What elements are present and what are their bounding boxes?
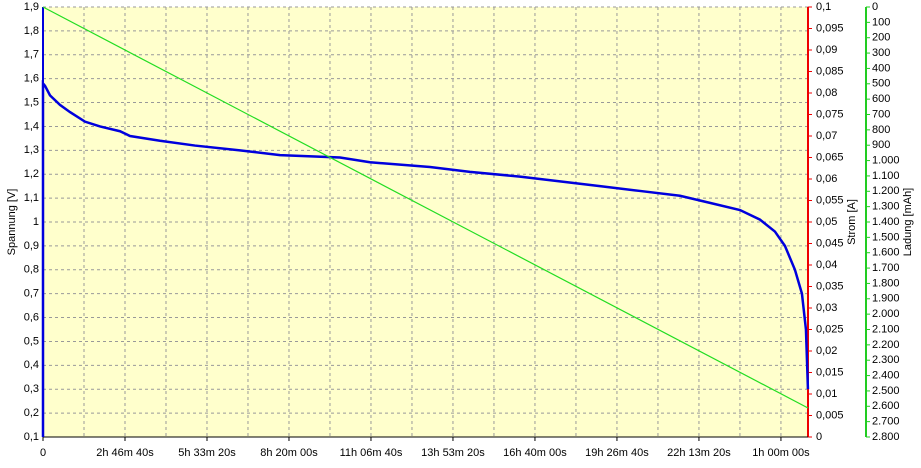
y2-tick-label: 0,05 [816,216,837,228]
y-tick-label: 1,6 [24,73,39,85]
y3-tick-label: 0 [872,1,878,13]
y3-tick-label: 600 [872,93,890,105]
y-tick-label: 0,9 [24,240,39,252]
y3-tick-label: 2.700 [872,416,900,428]
y2-tick-label: 0,1 [816,1,831,13]
y3-tick-label: 1.600 [872,247,900,259]
x-tick-label: 22h 13m 20s [667,447,731,459]
y3-tick-label: 2.400 [872,369,900,381]
y3-tick-label: 200 [872,32,890,44]
y-tick-label: 1,2 [24,168,39,180]
y2-tick-label: 0,08 [816,87,837,99]
y2-tick-label: 0,055 [816,194,844,206]
y2-tick-label: 0,015 [816,366,844,378]
y2-tick-label: 0,065 [816,151,844,163]
y3-tick-label: 1.000 [872,154,900,166]
y2-tick-label: 0,09 [816,44,837,56]
y-tick-label: 1,7 [24,49,39,61]
x-tick-label: 5h 33m 20s [178,447,236,459]
y3-tick-label: 1.100 [872,170,900,182]
y2-tick-label: 0,01 [816,388,837,400]
y-tick-label: 0,8 [24,264,39,276]
y3-tick-label: 1.400 [872,216,900,228]
x-tick-label: 13h 53m 20s [421,447,485,459]
y-tick-label: 1,4 [24,120,39,132]
y3-axis-title: Ladung [mAh] [902,188,914,257]
y2-tick-label: 0,025 [816,323,844,335]
y3-tick-label: 1.800 [872,277,900,289]
y2-tick-label: 0,005 [816,409,844,421]
y3-tick-label: 300 [872,47,890,59]
y-tick-label: 1,5 [24,96,39,108]
y-tick-label: 0,2 [24,407,39,419]
y-tick-label: 1,9 [24,1,39,13]
y-tick-label: 0,5 [24,335,39,347]
y-tick-label: 1,1 [24,192,39,204]
y2-tick-label: 0,045 [816,237,844,249]
y2-tick-label: 0,075 [816,108,844,120]
x-tick-label: 19h 26m 40s [585,447,649,459]
y3-tick-label: 100 [872,16,890,28]
y2-tick-label: 0,07 [816,130,837,142]
y2-tick-label: 0,095 [816,22,844,34]
y-tick-label: 1,3 [24,144,39,156]
y3-tick-label: 900 [872,139,890,151]
y2-tick-label: 0,035 [816,280,844,292]
y3-tick-label: 1.300 [872,201,900,213]
y3-tick-label: 400 [872,62,890,74]
x-tick-label: 8h 20m 00s [260,447,318,459]
y3-tick-label: 1.700 [872,262,900,274]
series-line [42,6,809,409]
y3-tick-label: 700 [872,108,890,120]
y-tick-label: 0,1 [24,431,39,443]
x-tick-label: 16h 40m 00s [503,447,567,459]
x-tick-label: 11h 06m 40s [340,447,403,459]
y3-tick-label: 1.200 [872,185,900,197]
series-line [41,80,810,437]
y3-tick-label: 1.500 [872,231,900,243]
x-tick-label: 0 [40,447,46,459]
y2-axis-title: Strom [A] [846,199,858,245]
y2-tick-label: 0,085 [816,65,844,77]
y3-tick-label: 2.600 [872,400,900,412]
y3-tick-label: 2.200 [872,339,900,351]
y-tick-label: 0,7 [24,288,39,300]
y3-tick-label: 2.800 [872,431,900,443]
y-tick-label: 1 [33,216,39,228]
y2-tick-label: 0,03 [816,302,837,314]
y2-tick-label: 0,06 [816,173,837,185]
y3-tick-label: 500 [872,78,890,90]
y-tick-label: 0,3 [24,383,39,395]
y-axis-title: Spannung [V] [6,189,18,256]
y3-tick-label: 1.900 [872,293,900,305]
y3-tick-label: 2.100 [872,323,900,335]
x-tick-label: 1h 00m 00s [752,447,810,459]
y3-tick-label: 2.300 [872,354,900,366]
y3-tick-label: 2.500 [872,385,900,397]
y3-tick-label: 2.000 [872,308,900,320]
y2-tick-label: 0 [816,431,822,443]
y-tick-label: 0,4 [24,359,39,371]
y2-tick-label: 0,04 [816,259,837,271]
y2-tick-label: 0,02 [816,345,837,357]
y-tick-label: 1,8 [24,25,39,37]
x-tick-label: 2h 46m 40s [96,447,154,459]
y3-tick-label: 800 [872,124,890,136]
y-tick-label: 0,6 [24,311,39,323]
